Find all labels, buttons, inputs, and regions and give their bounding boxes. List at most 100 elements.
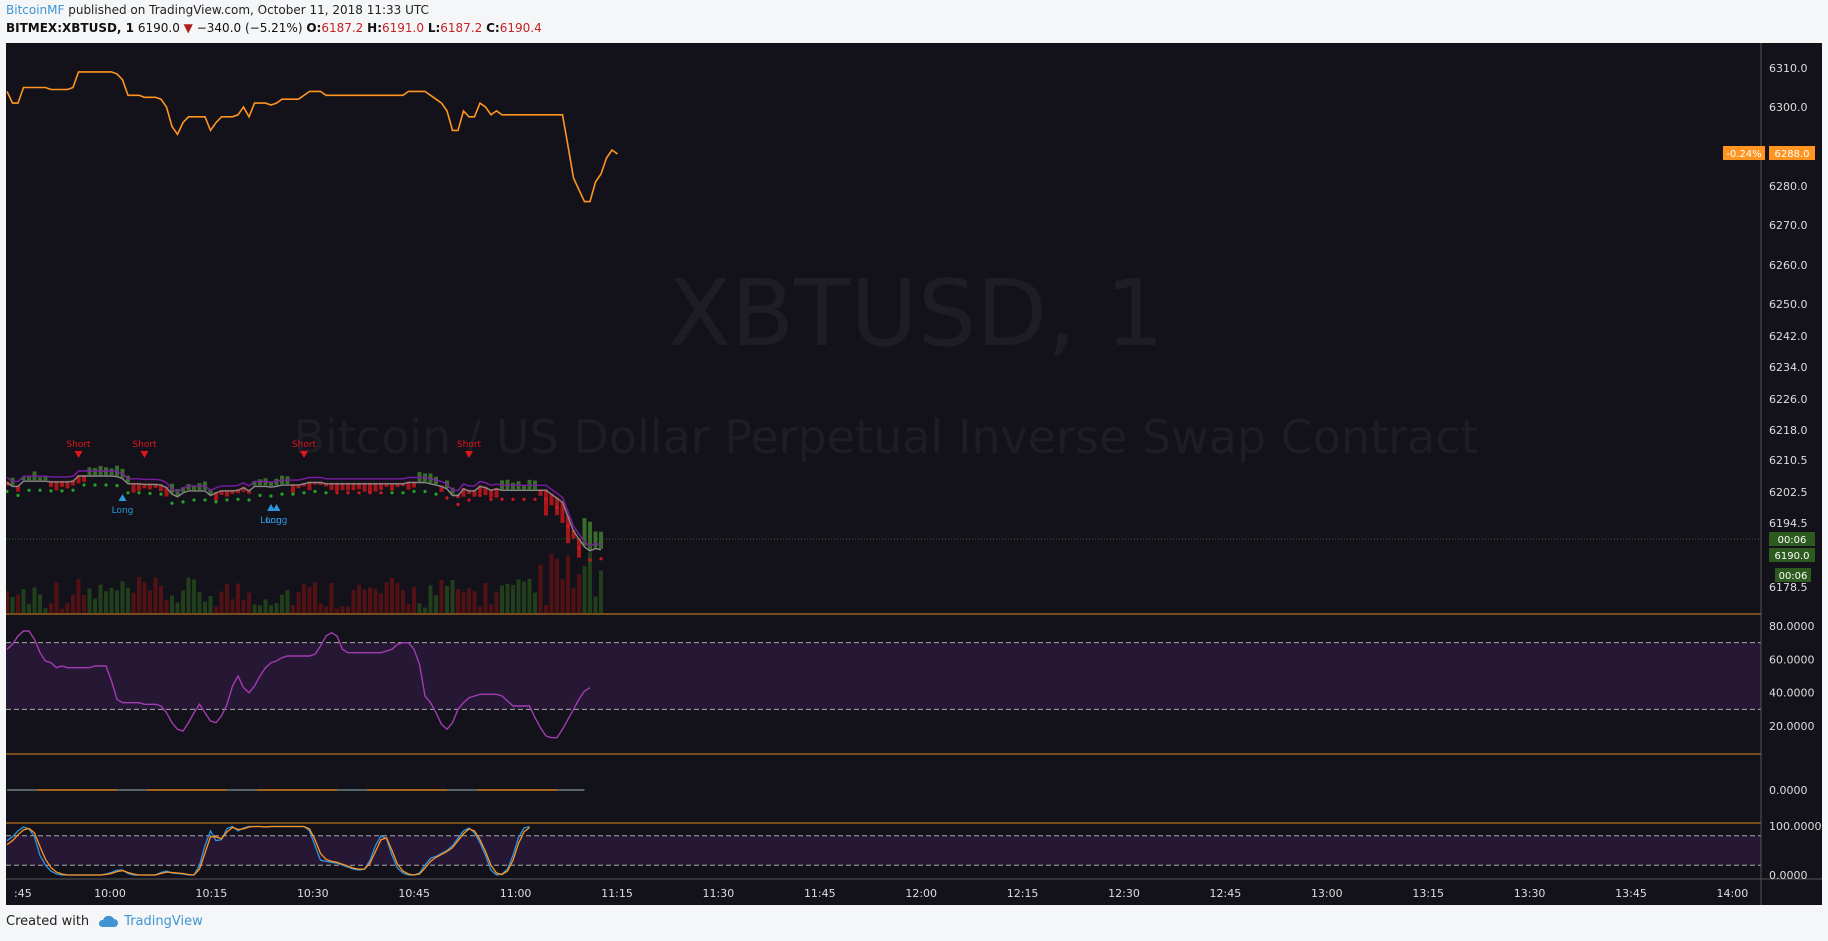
candle [230,489,235,494]
price-tick-label: 6210.5 [1769,454,1808,467]
candle [291,484,295,493]
candle [186,484,191,490]
candle [527,479,532,490]
volume-bar [494,592,499,613]
volume-bar [450,580,455,613]
candle [219,489,224,495]
volume-bar [291,604,295,613]
volume-bar [472,591,477,613]
time-tick-label: 12:45 [1210,887,1242,900]
long-arrow [267,504,275,511]
candle [483,486,488,496]
volume-bar [549,553,554,613]
long-arrow [118,494,127,501]
price-tick-label: 6310.0 [1769,62,1808,75]
trend-dot [214,500,218,504]
publish-line: BitcoinMF published on TradingView.com, … [6,3,429,17]
open-value: 6187.2 [321,21,364,35]
candle [241,486,246,492]
candle [65,480,70,489]
rsi-tick-label: 60.0000 [1769,653,1815,666]
time-tick-label: 10:45 [398,887,430,900]
volume-bar [263,599,268,613]
time-tick-label: 11:45 [804,887,836,900]
volume-bar [126,587,130,613]
volume-bar [87,588,92,613]
volume-bar [329,583,334,613]
volume-bar [566,555,570,613]
published-text: published on TradingView.com, October 11… [64,3,429,17]
volume-bar [175,602,180,613]
volume-bar [219,591,224,613]
signal-label: Short [66,440,91,450]
price-tick-label: 6178.5 [1769,581,1808,594]
volume-bar [186,577,191,613]
symbol-label: BITMEX:XBTUSD, 1 [6,21,135,35]
price-badge [1775,568,1811,582]
candle [60,480,64,487]
volume-bar [203,601,207,613]
tradingview-brand: TradingView [124,914,203,929]
price-badge-label: 00:06 [1779,571,1808,582]
volume-bar [269,605,273,613]
ohlc-line: BITMEX:XBTUSD, 1 6190.0 ▼ −340.0 (−5.21%… [6,21,542,35]
volume-bar [148,590,152,613]
high-label: H: [367,21,382,35]
trend-dot [533,497,537,501]
volume-bar [252,604,257,613]
volume-bar [280,594,284,613]
candle [412,481,416,488]
price-tick-label: 6250.0 [1769,298,1808,311]
candle [571,530,576,539]
volume-bar [373,588,378,613]
volume-bar [417,603,422,613]
price-badge-label: 6288.0 [1775,149,1810,160]
volume-bar [76,579,81,613]
candle [560,501,565,523]
trend-dot [489,497,493,501]
candle [346,482,350,491]
volume-bar [131,592,136,613]
trend-dot [467,498,471,502]
trend-dot [324,491,328,495]
candle [324,482,328,487]
trend-dot [159,492,163,496]
signal-label: Long [260,516,282,526]
change-value: −340.0 (−5.21%) [196,21,303,35]
price-badge-label: 00:06 [1778,535,1807,546]
change-arrow: ▼ [183,21,193,35]
candle [478,485,482,494]
volume-bar [115,590,119,613]
volume-bar [65,603,70,613]
rsi-tick-label: 40.0000 [1769,687,1815,700]
volume-bar [428,585,433,613]
volume-bar [274,602,279,613]
volume-bar [258,605,262,613]
candle [544,489,548,516]
candle [214,491,218,501]
candle [489,489,493,498]
volume-bar [10,597,15,613]
overlay-series-line [6,71,618,203]
candle [357,482,361,490]
volume-bar [544,604,548,613]
trend-dot [511,497,515,501]
candle [192,486,196,490]
volume-bar [241,599,246,613]
candle [390,482,394,491]
volume-bar [533,592,537,613]
candle [467,489,471,494]
chart-canvas[interactable]: XBTUSD, 1 Bitcoin / US Dollar Perpetual … [6,43,1822,905]
volume-bar [511,584,515,613]
volume-bar [461,592,466,613]
author-link[interactable]: BitcoinMF [6,3,65,17]
candle [505,479,510,490]
time-tick-label: 13:15 [1412,887,1444,900]
tradingview-link[interactable]: TradingView [97,914,203,929]
high-value: 6191.0 [382,21,424,35]
candle [351,482,356,491]
volume-bar [225,583,229,613]
short-arrow [300,451,308,458]
candle [38,477,42,481]
